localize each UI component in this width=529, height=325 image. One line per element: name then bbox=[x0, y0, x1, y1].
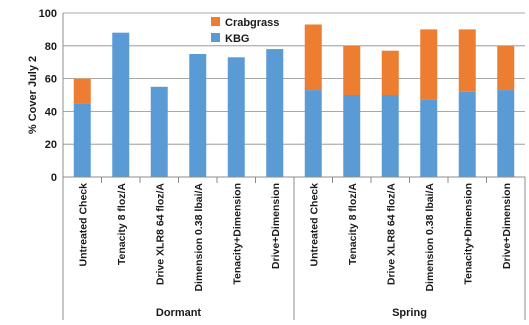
bar-segment-kbg bbox=[458, 91, 476, 177]
bar-segment-kbg bbox=[420, 99, 438, 177]
x-category-label: Dimension 0.38 lbai/A bbox=[193, 183, 205, 292]
bar-segment-kbg bbox=[343, 95, 361, 177]
bar-segment-kbg bbox=[73, 103, 91, 177]
y-tick-label: 60 bbox=[45, 74, 57, 86]
x-category-label: Untreated Check bbox=[308, 183, 320, 267]
y-axis-label: % Cover July 2 bbox=[27, 56, 39, 134]
legend-swatch-kbg bbox=[211, 33, 220, 42]
bar-segment-crabgrass bbox=[381, 50, 399, 95]
category-labels: Untreated Check Tenacity 8 floz/A Drive XL… bbox=[77, 183, 513, 292]
x-category-label: Drive XLR8 64 floz/A bbox=[154, 183, 166, 286]
bar-segment-kbg bbox=[189, 54, 207, 177]
x-category-label: Tenacity 8 floz/A bbox=[347, 183, 359, 265]
legend-swatch-crabgrass bbox=[211, 17, 220, 26]
y-tick-label: 80 bbox=[45, 41, 57, 53]
legend-label: KBG bbox=[225, 33, 249, 45]
x-category-label: Tenacity+Dimension bbox=[462, 183, 474, 285]
bar-segment-crabgrass bbox=[343, 45, 361, 95]
gridlines bbox=[63, 12, 525, 145]
group-label: Spring bbox=[392, 307, 427, 319]
x-category-label: Tenacity+Dimension bbox=[231, 183, 243, 285]
bar-segment-kbg bbox=[150, 86, 168, 177]
group-label: Dormant bbox=[156, 307, 202, 319]
x-category-label: Drive XLR8 64 floz/A bbox=[385, 183, 397, 286]
bar-segment-crabgrass bbox=[420, 29, 438, 100]
x-category-label: Tenacity 8 floz/A bbox=[116, 183, 128, 265]
bar-segment-crabgrass bbox=[497, 45, 515, 91]
legend-label: Crabgrass bbox=[225, 17, 279, 29]
y-tick-label: 0 bbox=[51, 172, 57, 184]
axes bbox=[62, 13, 526, 320]
y-tick-labels: 0 20 40 60 80 100 bbox=[39, 8, 57, 184]
y-tick-label: 20 bbox=[45, 139, 57, 151]
bar-segment-kbg bbox=[381, 95, 399, 177]
group-labels: Dormant Spring bbox=[156, 307, 427, 319]
bar-segment-crabgrass bbox=[73, 78, 91, 104]
x-category-label: Drive+Dimension bbox=[501, 183, 513, 269]
x-category-label: Drive+Dimension bbox=[270, 183, 282, 269]
legend: Crabgrass KBG bbox=[211, 17, 279, 45]
bar-segment-kbg bbox=[266, 49, 284, 177]
bar-segment-kbg bbox=[112, 32, 130, 178]
bars bbox=[73, 24, 515, 178]
y-tick-label: 100 bbox=[39, 8, 57, 20]
y-tick-label: 40 bbox=[45, 106, 57, 118]
bar-segment-kbg bbox=[497, 90, 515, 177]
x-category-label: Dimension 0.38 lbai/A bbox=[424, 183, 436, 292]
bar-segment-crabgrass bbox=[458, 29, 476, 92]
x-category-label: Untreated Check bbox=[77, 183, 89, 267]
bar-segment-crabgrass bbox=[304, 24, 322, 91]
bar-segment-kbg bbox=[304, 90, 322, 177]
bar-segment-kbg bbox=[227, 57, 245, 177]
